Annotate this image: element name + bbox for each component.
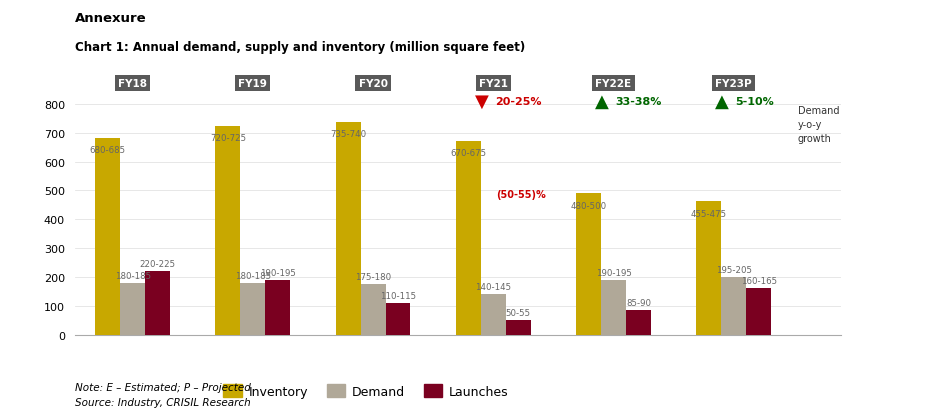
Bar <box>601 280 626 335</box>
Text: 160-165: 160-165 <box>741 277 777 286</box>
Bar <box>697 202 721 335</box>
Bar <box>481 294 505 335</box>
Text: ▼: ▼ <box>474 92 488 110</box>
Bar <box>265 280 290 335</box>
Text: 110-115: 110-115 <box>380 291 416 300</box>
Text: FY23P: FY23P <box>715 79 752 88</box>
Text: 190-195: 190-195 <box>596 268 631 277</box>
Text: Source: Industry, CRISIL Research: Source: Industry, CRISIL Research <box>75 397 250 407</box>
Text: 195-205: 195-205 <box>715 266 752 275</box>
Text: 33-38%: 33-38% <box>616 97 661 107</box>
Bar <box>335 123 361 335</box>
Text: (50-55)%: (50-55)% <box>496 190 545 200</box>
Text: 180-185: 180-185 <box>234 271 271 280</box>
Bar <box>626 310 651 335</box>
Bar <box>216 127 240 335</box>
Text: 5-10%: 5-10% <box>735 97 774 107</box>
Bar <box>456 142 481 335</box>
Text: 50-55: 50-55 <box>505 308 531 317</box>
Bar <box>120 283 145 335</box>
Text: 140-145: 140-145 <box>475 283 511 292</box>
Text: FY22E: FY22E <box>596 79 631 88</box>
Text: 680-685: 680-685 <box>90 146 126 155</box>
Text: 20-25%: 20-25% <box>495 97 542 107</box>
Text: ▲: ▲ <box>715 92 729 110</box>
Text: 180-185: 180-185 <box>115 271 150 280</box>
Text: Chart 1: Annual demand, supply and inventory (million square feet): Chart 1: Annual demand, supply and inven… <box>75 41 525 54</box>
Bar <box>746 289 771 335</box>
Text: Annexure: Annexure <box>75 12 147 25</box>
Text: FY20: FY20 <box>359 79 388 88</box>
Text: FY21: FY21 <box>479 79 508 88</box>
Bar <box>95 139 120 335</box>
Text: 175-180: 175-180 <box>355 272 391 281</box>
Text: 480-500: 480-500 <box>571 201 607 210</box>
Bar <box>505 320 531 335</box>
Bar <box>361 284 386 335</box>
Text: 670-675: 670-675 <box>450 148 487 157</box>
Text: 455-475: 455-475 <box>691 209 727 218</box>
Text: Demand
y-o-y
growth: Demand y-o-y growth <box>798 106 840 144</box>
Text: 190-195: 190-195 <box>260 268 296 277</box>
Text: FY18: FY18 <box>118 79 148 88</box>
Bar <box>576 194 601 335</box>
Legend: Inventory, Demand, Launches: Inventory, Demand, Launches <box>219 379 513 403</box>
Text: ▲: ▲ <box>595 92 609 110</box>
Text: 735-740: 735-740 <box>330 130 366 139</box>
Bar <box>240 283 265 335</box>
Bar <box>145 271 170 335</box>
Text: FY19: FY19 <box>238 79 267 88</box>
Bar <box>386 303 410 335</box>
Text: 85-90: 85-90 <box>626 299 651 308</box>
Text: Note: E – Estimated; P – Projected: Note: E – Estimated; P – Projected <box>75 382 250 392</box>
Bar <box>721 278 746 335</box>
Text: 720-725: 720-725 <box>210 134 246 143</box>
Text: 220-225: 220-225 <box>139 259 176 268</box>
